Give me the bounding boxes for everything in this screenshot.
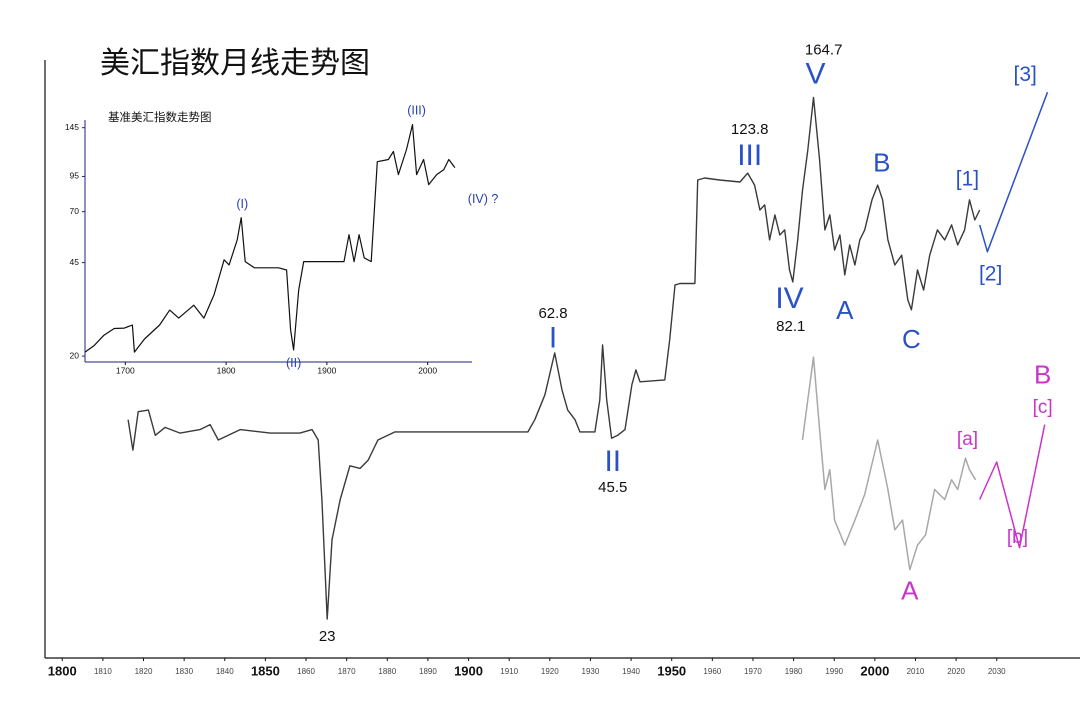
x-tick-label: 1930 <box>582 667 600 676</box>
series-line <box>127 96 981 620</box>
x-tick-label: 2000 <box>860 663 889 678</box>
wave-label: V <box>806 57 826 90</box>
wave-label: [a] <box>957 429 978 450</box>
wave-label: II <box>604 445 621 478</box>
x-tick-label: 1970 <box>744 667 762 676</box>
x-tick-label: 1910 <box>500 667 518 676</box>
wave-label: (I) <box>236 197 248 211</box>
x-tick-label: 1820 <box>135 667 153 676</box>
x-tick-label: 1700 <box>116 365 135 375</box>
series-line <box>978 91 1049 253</box>
wave-label: [1] <box>956 168 979 191</box>
wave-label: A <box>836 295 854 325</box>
price-label: 123.8 <box>731 121 769 138</box>
chart-title: 美汇指数月线走势图 <box>100 47 370 80</box>
x-tick-label: 1890 <box>419 667 437 676</box>
x-tick-label: 1810 <box>94 667 112 676</box>
wave-label: (III) <box>407 104 426 118</box>
x-tick-label: 2020 <box>947 667 965 676</box>
x-tick-label: 1830 <box>175 667 193 676</box>
series-line <box>801 356 977 571</box>
wave-label: [c] <box>1033 397 1053 418</box>
chart-title: 基准美汇指数走势图 <box>108 110 212 124</box>
price-label: 45.5 <box>598 479 627 496</box>
x-tick-label: 1920 <box>541 667 559 676</box>
x-tick-label: 1880 <box>378 667 396 676</box>
price-label: 82.1 <box>776 318 805 335</box>
x-tick-label: 2010 <box>907 667 925 676</box>
x-tick-label: 1900 <box>454 663 483 678</box>
price-label: 164.7 <box>805 41 843 58</box>
wave-label: (IV) ? <box>468 192 499 206</box>
y-tick-label: 70 <box>70 206 80 216</box>
y-tick-label: 45 <box>70 257 80 267</box>
x-tick-label: 1940 <box>622 667 640 676</box>
x-tick-label: 2030 <box>988 667 1006 676</box>
x-tick-label: 1840 <box>216 667 234 676</box>
x-tick-label: 1950 <box>657 663 686 678</box>
wave-label: IV <box>775 282 803 315</box>
x-tick-label: 1870 <box>338 667 356 676</box>
wave-label: III <box>737 139 762 172</box>
x-tick-label: 2000 <box>418 365 437 375</box>
x-tick-label: 1800 <box>217 365 236 375</box>
wave-label: B <box>1034 360 1051 390</box>
series-line <box>84 124 456 353</box>
x-tick-label: 1860 <box>297 667 315 676</box>
wave-label: A <box>901 576 919 606</box>
series-line <box>979 424 1046 549</box>
x-tick-label: 1850 <box>251 663 280 678</box>
wave-label: [b] <box>1007 527 1028 548</box>
y-tick-label: 145 <box>65 122 79 132</box>
wave-label: [3] <box>1014 63 1037 86</box>
x-tick-label: 1900 <box>317 365 336 375</box>
price-label: 62.8 <box>538 305 567 322</box>
wave-label: (II) <box>286 356 301 370</box>
x-tick-label: 1960 <box>703 667 721 676</box>
wave-label: B <box>873 148 890 178</box>
x-tick-label: 1800 <box>48 663 77 678</box>
y-tick-label: 20 <box>70 350 80 360</box>
x-tick-label: 1980 <box>785 667 803 676</box>
y-tick-label: 95 <box>70 171 80 181</box>
wave-label: I <box>549 322 557 355</box>
wave-label: C <box>902 324 921 354</box>
x-tick-label: 1990 <box>825 667 843 676</box>
price-label: 23 <box>319 628 336 645</box>
wave-label: [2] <box>979 262 1002 285</box>
